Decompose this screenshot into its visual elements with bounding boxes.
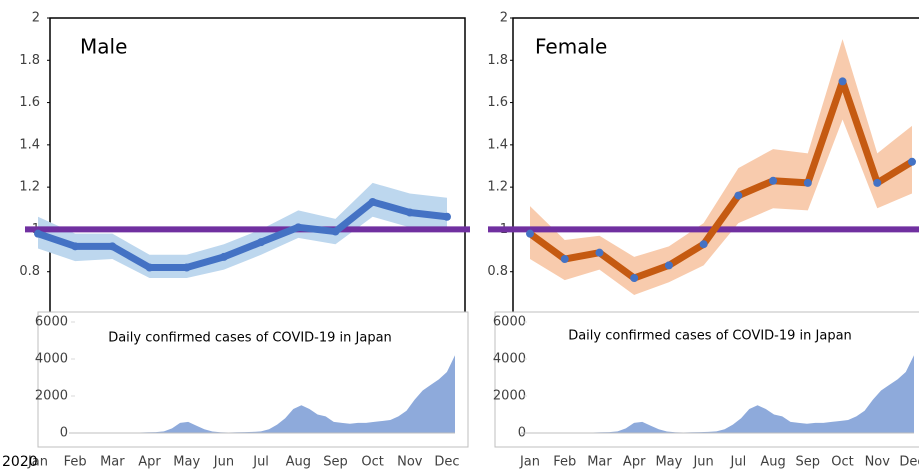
data-point [219, 252, 228, 261]
data-point [734, 191, 743, 200]
data-point [368, 197, 377, 206]
data-point [108, 242, 117, 251]
inset-y-tick-label: 6000 [493, 315, 526, 330]
y-tick-label: 1.6 [19, 95, 40, 110]
confidence-band [38, 182, 447, 279]
x-axis-label: 2020 [2, 454, 38, 469]
cases-area [75, 355, 455, 433]
inset-y-tick-label: 0 [60, 426, 68, 441]
confidence-band [530, 39, 912, 295]
y-tick-label: 2 [500, 11, 508, 26]
y-tick-label: 1.4 [487, 137, 508, 152]
y-tick-label: 1.2 [19, 180, 40, 195]
data-point [182, 263, 191, 272]
inset-y-tick-label: 4000 [493, 352, 526, 367]
data-point [630, 274, 639, 283]
x-tick-label: May [173, 455, 200, 469]
x-tick-label: Jul [252, 455, 269, 469]
x-tick-label: Feb [553, 455, 576, 469]
data-point [664, 261, 673, 270]
y-tick-label: 1.8 [487, 53, 508, 68]
plot-frame [512, 17, 919, 314]
x-tick-label: May [655, 455, 682, 469]
inset-title: Daily confirmed cases of COVID-19 in Jap… [108, 331, 392, 346]
inset-y-tick-label: 2000 [35, 389, 68, 404]
x-tick-label: Jul [730, 455, 747, 469]
x-tick-label: Mar [100, 455, 125, 469]
x-tick-label: Nov [865, 455, 891, 469]
x-tick-label: Mar [587, 455, 612, 469]
y-tick-label: 2 [32, 11, 40, 26]
y-tick-label: 1.2 [487, 180, 508, 195]
data-point [699, 240, 708, 249]
x-tick-label: Feb [64, 455, 87, 469]
x-tick-label: Dec [899, 455, 919, 469]
data-point [838, 77, 847, 86]
inset-y-tick-label: 4000 [35, 352, 68, 367]
y-tick-label: 0.8 [19, 264, 40, 279]
x-tick-label: Jan [519, 455, 540, 469]
data-point [595, 248, 604, 257]
x-tick-label: Jun [692, 455, 713, 469]
x-tick-label: Nov [397, 455, 423, 469]
x-tick-label: Jun [213, 455, 234, 469]
y-tick-label: 0.8 [487, 264, 508, 279]
data-point [560, 255, 569, 264]
data-point [145, 263, 154, 272]
chart-title: Female [535, 35, 607, 59]
x-tick-label: Sep [323, 455, 348, 469]
cases-area [527, 355, 914, 433]
x-tick-label: Aug [760, 455, 785, 469]
inset-title: Daily confirmed cases of COVID-19 in Jap… [568, 329, 852, 344]
ratio-line [527, 77, 914, 282]
x-tick-label: Apr [138, 455, 161, 469]
data-point [405, 208, 414, 217]
x-tick-label: Dec [434, 455, 459, 469]
data-point [443, 212, 451, 221]
inset-y-tick-label: 2000 [493, 389, 526, 404]
chart-title: Male [80, 35, 127, 59]
data-point [257, 238, 266, 247]
data-point [526, 229, 534, 238]
data-point [803, 178, 812, 187]
data-point [294, 223, 303, 232]
plot-frame [49, 17, 466, 314]
data-point [769, 176, 778, 185]
data-point [331, 227, 340, 236]
x-tick-label: Apr [623, 455, 646, 469]
x-tick-label: Aug [286, 455, 311, 469]
data-point [873, 178, 882, 187]
y-tick-label: 1.6 [487, 95, 508, 110]
data-point [71, 242, 80, 251]
y-tick-label: 1.4 [19, 137, 40, 152]
ratio-line [36, 198, 448, 271]
y-tick-label: 1.8 [19, 53, 40, 68]
x-tick-label: Oct [361, 455, 383, 469]
data-point [908, 157, 916, 166]
x-tick-label: Jan [27, 455, 48, 469]
data-point [34, 229, 42, 238]
x-tick-label: Sep [796, 455, 821, 469]
x-tick-label: Oct [831, 455, 853, 469]
inset-y-tick-label: 6000 [35, 315, 68, 330]
